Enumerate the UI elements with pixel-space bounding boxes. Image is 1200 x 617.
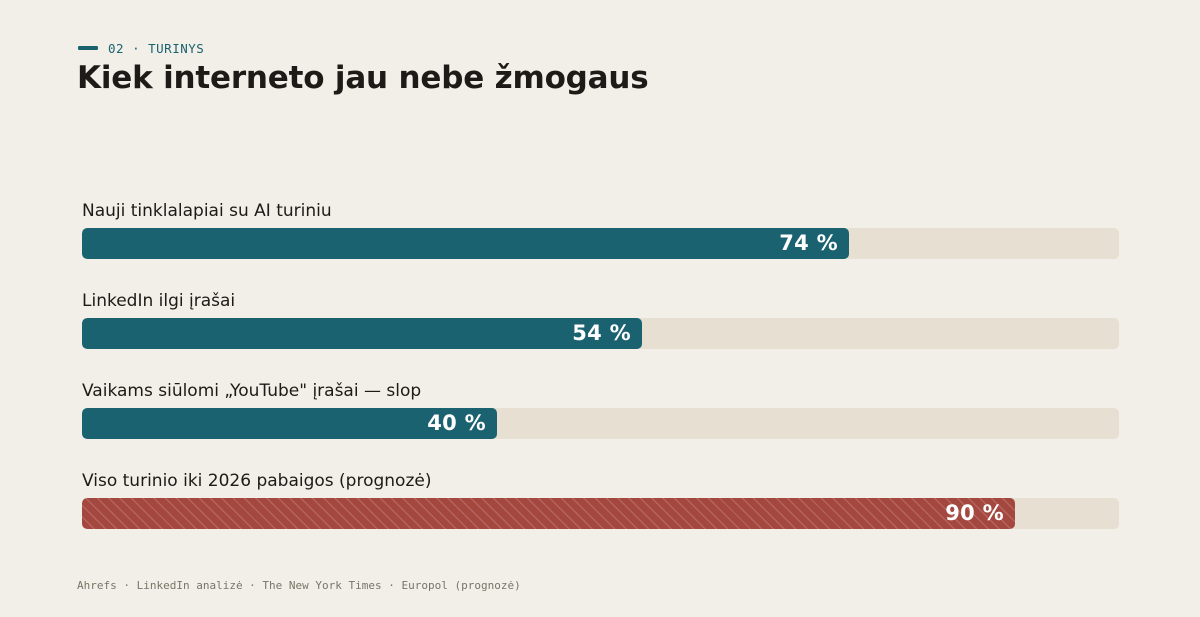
source-note: Ahrefs · LinkedIn analizė · The New York… bbox=[77, 579, 521, 592]
bar: 74 % bbox=[82, 228, 849, 259]
bar-track: 40 % bbox=[82, 408, 1119, 439]
chart-title: Kiek interneto jau nebe žmogaus bbox=[77, 60, 649, 96]
bar-track: 90 % bbox=[82, 498, 1119, 529]
kicker-text: 02 · TURINYS bbox=[108, 40, 205, 56]
kicker-rule bbox=[78, 46, 98, 50]
bar: 54 % bbox=[82, 318, 642, 349]
bar-row: Vaikams siūlomi „YouTube" įrašai — slop 4… bbox=[82, 381, 1119, 441]
bar-value-label: 74 % bbox=[779, 231, 838, 255]
section-kicker: 02 · TURINYS bbox=[78, 40, 204, 56]
bar-row: LinkedIn ilgi įrašai 54 % bbox=[82, 291, 1119, 351]
bar: 40 % bbox=[82, 408, 497, 439]
bar-label: Vaikams siūlomi „YouTube" įrašai — slop bbox=[82, 381, 422, 401]
bar-label: Viso turinio iki 2026 pabaigos (prognozė… bbox=[82, 471, 432, 491]
bar-track: 74 % bbox=[82, 228, 1119, 259]
bar-value-label: 54 % bbox=[572, 321, 631, 345]
bar-label: LinkedIn ilgi įrašai bbox=[82, 291, 236, 311]
bar-value-label: 40 % bbox=[427, 411, 486, 435]
bar-track: 54 % bbox=[82, 318, 1119, 349]
bar-row: Nauji tinklalapiai su AI turiniu 74 % bbox=[82, 201, 1119, 261]
bar-value-label: 90 % bbox=[945, 501, 1004, 525]
bar: 90 % bbox=[82, 498, 1015, 529]
bar-label: Nauji tinklalapiai su AI turiniu bbox=[82, 201, 332, 221]
bar-row: Viso turinio iki 2026 pabaigos (prognozė… bbox=[82, 471, 1119, 531]
